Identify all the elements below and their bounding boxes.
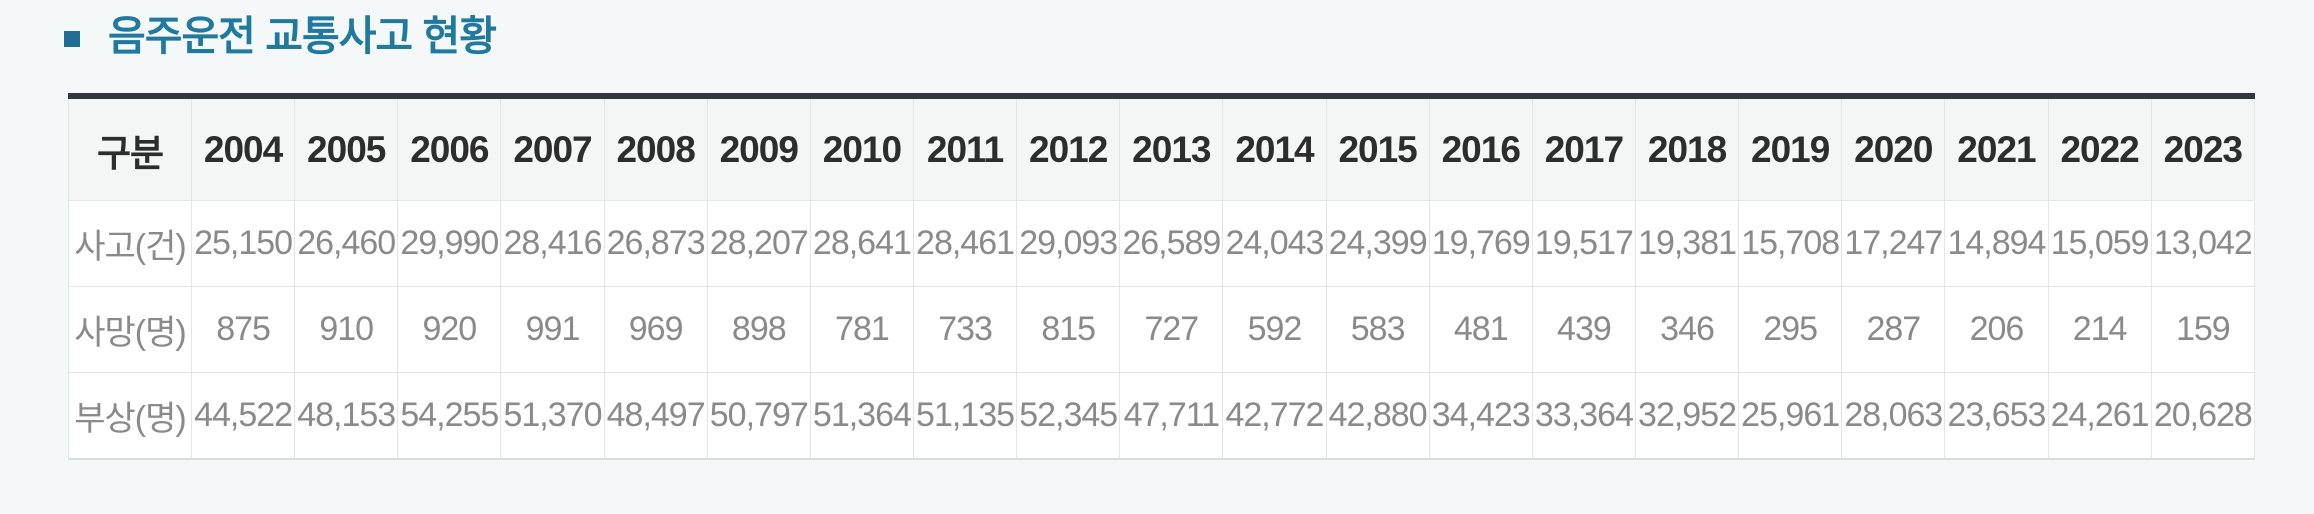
col-header-year: 2006 (397, 96, 502, 201)
col-header-year: 2021 (1944, 96, 2049, 201)
table-cell: 50,797 (707, 372, 811, 459)
table-cell: 19,381 (1635, 200, 1740, 287)
table-cell: 481 (1429, 286, 1533, 373)
table-cell: 206 (1944, 286, 2049, 373)
col-header-year: 2014 (1222, 96, 1327, 201)
table-cell: 33,364 (1532, 372, 1636, 459)
col-header-year: 2011 (913, 96, 1018, 201)
header-row: 구분 2004 2005 2006 2007 2008 2009 2010 2011 2012 20… (68, 96, 2255, 201)
table-cell: 28,063 (1841, 372, 1946, 459)
table-cell: 19,769 (1429, 200, 1533, 287)
table-cell: 14,894 (1944, 200, 2049, 287)
table-cell: 346 (1635, 286, 1740, 373)
col-header-year: 2013 (1119, 96, 1224, 201)
table-cell: 28,207 (707, 200, 811, 287)
row-label: 사망(명) (68, 286, 192, 373)
table-cell: 28,461 (913, 200, 1018, 287)
col-header-year: 2020 (1841, 96, 1946, 201)
table-cell: 48,153 (294, 372, 399, 459)
col-header-year: 2005 (294, 96, 399, 201)
table-cell: 26,873 (604, 200, 708, 287)
row-label: 사고(건) (68, 200, 192, 287)
col-header-year: 2010 (810, 96, 914, 201)
table-cell: 42,772 (1222, 372, 1327, 459)
col-header-year: 2015 (1326, 96, 1430, 201)
table-cell: 28,641 (810, 200, 914, 287)
col-header-year: 2012 (1016, 96, 1121, 201)
table-cell: 910 (294, 286, 399, 373)
col-header-year: 2022 (2048, 96, 2152, 201)
table-cell: 29,990 (397, 200, 502, 287)
table-cell: 969 (604, 286, 708, 373)
table-cell: 991 (500, 286, 605, 373)
table-row: 부상(명) 44,522 48,153 54,255 51,370 48,497 50,79… (68, 372, 2255, 459)
table-cell: 781 (810, 286, 914, 373)
table-cell: 592 (1222, 286, 1327, 373)
col-header-year: 2019 (1738, 96, 1843, 201)
table-cell: 214 (2048, 286, 2152, 373)
table-cell: 875 (191, 286, 296, 373)
table-cell: 51,370 (500, 372, 605, 459)
table-cell: 44,522 (191, 372, 296, 459)
col-header-category: 구분 (68, 96, 192, 201)
table-cell: 13,042 (2151, 200, 2255, 287)
table-cell: 51,364 (810, 372, 914, 459)
col-header-year: 2016 (1429, 96, 1533, 201)
table-body: 사고(건) 25,150 26,460 29,990 28,416 26,873 28,20… (68, 200, 2255, 459)
table-cell: 29,093 (1016, 200, 1121, 287)
col-header-year: 2018 (1635, 96, 1740, 201)
col-header-year: 2009 (707, 96, 811, 201)
col-header-year: 2008 (604, 96, 708, 201)
table-cell: 48,497 (604, 372, 708, 459)
table-cell: 733 (913, 286, 1018, 373)
table-cell: 920 (397, 286, 502, 373)
table-cell: 159 (2151, 286, 2255, 373)
row-label: 부상(명) (68, 372, 192, 459)
drunk-driving-stats-table: 구분 2004 2005 2006 2007 2008 2009 2010 2011 2012 20… (68, 93, 2255, 460)
table-cell: 15,059 (2048, 200, 2152, 287)
table-cell: 295 (1738, 286, 1843, 373)
table-cell: 24,399 (1326, 200, 1430, 287)
table-cell: 47,711 (1119, 372, 1224, 459)
table-cell: 51,135 (913, 372, 1018, 459)
bullet-square-icon (64, 30, 80, 47)
table-row: 사고(건) 25,150 26,460 29,990 28,416 26,873 28,20… (68, 200, 2255, 287)
table-cell: 727 (1119, 286, 1224, 373)
table-cell: 24,043 (1222, 200, 1327, 287)
table-cell: 24,261 (2048, 372, 2152, 459)
table-cell: 25,961 (1738, 372, 1843, 459)
table-cell: 898 (707, 286, 811, 373)
section-title: 음주운전 교통사고 현황 (108, 13, 497, 59)
table-cell: 32,952 (1635, 372, 1740, 459)
table-cell: 20,628 (2151, 372, 2255, 459)
table-cell: 28,416 (500, 200, 605, 287)
col-header-year: 2004 (191, 96, 296, 201)
table-cell: 583 (1326, 286, 1430, 373)
table-cell: 54,255 (397, 372, 502, 459)
table-cell: 26,589 (1119, 200, 1224, 287)
table-cell: 439 (1532, 286, 1636, 373)
col-header-year: 2023 (2151, 96, 2255, 201)
table-cell: 287 (1841, 286, 1946, 373)
table-cell: 34,423 (1429, 372, 1533, 459)
table-row: 사망(명) 875 910 920 991 969 898 781 733 815 727 592 58… (68, 286, 2255, 373)
section-title-row: 음주운전 교통사고 현황 (64, 13, 497, 59)
col-header-year: 2007 (500, 96, 605, 201)
table-cell: 42,880 (1326, 372, 1430, 459)
table-cell: 23,653 (1944, 372, 2049, 459)
table-cell: 815 (1016, 286, 1121, 373)
table-cell: 52,345 (1016, 372, 1121, 459)
table-cell: 19,517 (1532, 200, 1636, 287)
table-cell: 17,247 (1841, 200, 1946, 287)
table-cell: 15,708 (1738, 200, 1843, 287)
table-cell: 25,150 (191, 200, 296, 287)
table-cell: 26,460 (294, 200, 399, 287)
col-header-year: 2017 (1532, 96, 1636, 201)
table-header: 구분 2004 2005 2006 2007 2008 2009 2010 2011 2012 20… (68, 96, 2255, 201)
